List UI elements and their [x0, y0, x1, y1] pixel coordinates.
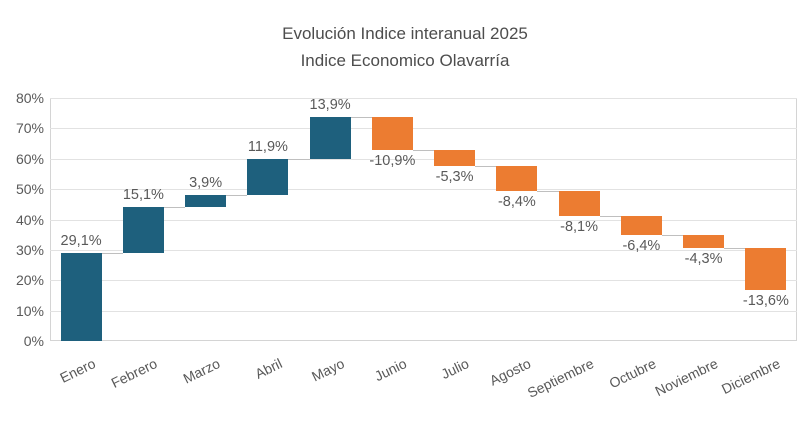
- plot-area: [50, 98, 797, 341]
- y-axis-tick-label: 30%: [15, 242, 44, 258]
- x-axis-tick-label: Septiembre: [524, 355, 596, 401]
- waterfall-bar: [745, 248, 787, 290]
- x-axis-tick-label: Diciembre: [718, 355, 783, 398]
- gridline: [50, 250, 797, 251]
- bar-data-label: -10,9%: [369, 152, 416, 169]
- waterfall-bar: [683, 235, 725, 249]
- bar-data-label: -6,4%: [622, 238, 661, 255]
- waterfall-bar: [122, 206, 164, 253]
- gridline: [50, 98, 797, 99]
- x-axis-tick-label: Mayo: [308, 355, 347, 385]
- chart-title: Evolución Indice interanual 2025: [282, 24, 528, 43]
- bar-data-label: 11,9%: [247, 138, 288, 155]
- connector-line: [724, 248, 746, 249]
- gridline: [50, 280, 797, 281]
- bar-data-label: 15,1%: [122, 186, 164, 203]
- waterfall-bar: [496, 165, 538, 192]
- gridline: [50, 189, 797, 190]
- connector-line: [163, 207, 186, 208]
- x-axis-tick-label: Junio: [371, 355, 409, 385]
- connector-line: [350, 117, 372, 118]
- connector-line: [412, 150, 435, 151]
- bar-data-label: 3,9%: [189, 174, 223, 191]
- y-axis-tick-label: 20%: [15, 272, 44, 288]
- waterfall-bar: [185, 194, 227, 207]
- gridline: [50, 128, 797, 129]
- bar-data-label: -5,3%: [435, 168, 474, 185]
- y-axis-tick-label: 70%: [15, 120, 44, 136]
- bar-data-label: -8,4%: [497, 194, 536, 211]
- x-axis-tick-label: Octubre: [606, 355, 658, 392]
- x-axis-tick-label: Agosto: [487, 355, 534, 389]
- waterfall-bar: [60, 252, 102, 341]
- x-axis-tick-label: Julio: [438, 355, 472, 383]
- y-axis-tick-label: 40%: [15, 212, 44, 228]
- connector-line: [226, 195, 248, 196]
- connector-line: [661, 235, 684, 236]
- bar-data-label: -8,1%: [560, 218, 599, 235]
- connector-line: [288, 159, 310, 160]
- connector-line: [101, 253, 123, 254]
- y-axis-tick-label: 10%: [15, 303, 44, 319]
- y-axis-tick-label: 50%: [15, 181, 44, 197]
- y-axis-tick-label: 0%: [23, 333, 44, 349]
- bar-data-label: -13,6%: [742, 292, 789, 309]
- gridline: [50, 311, 797, 312]
- chart-subtitle: Indice Economico Olavarría: [300, 51, 510, 70]
- waterfall-bar: [434, 149, 476, 166]
- y-axis-tick-label: 60%: [15, 151, 44, 167]
- waterfall-bar: [247, 158, 289, 195]
- bar-data-label: 29,1%: [60, 232, 102, 249]
- waterfall-bar: [620, 215, 662, 236]
- gridline: [50, 220, 797, 221]
- connector-line: [537, 191, 559, 192]
- x-axis-tick-label: Enero: [57, 355, 98, 386]
- x-axis-tick-label: Febrero: [108, 355, 160, 391]
- gridline: [50, 159, 797, 160]
- x-axis-tick-label: Abril: [252, 355, 285, 382]
- bar-data-label: 13,9%: [309, 96, 351, 113]
- connector-line: [599, 216, 621, 217]
- y-axis-tick-label: 80%: [15, 90, 44, 106]
- connector-line: [475, 166, 497, 167]
- x-axis-tick-label: Marzo: [180, 355, 223, 387]
- waterfall-bar: [309, 116, 351, 159]
- waterfall-bar: [371, 116, 413, 150]
- x-axis-tick-label: Noviembre: [652, 355, 721, 400]
- waterfall-bar: [558, 191, 600, 216]
- bar-data-label: -4,3%: [684, 251, 723, 268]
